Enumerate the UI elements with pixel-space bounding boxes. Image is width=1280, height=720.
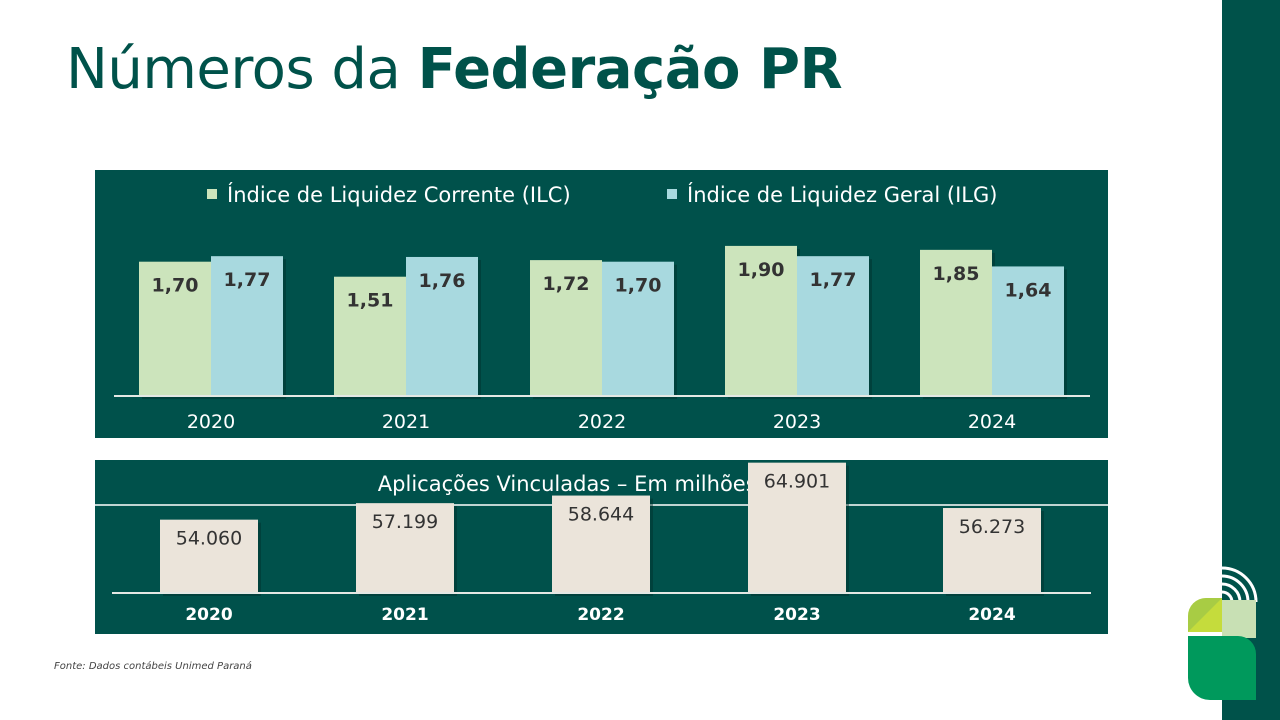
bar-ilg-2022 — [602, 261, 674, 396]
bar-ilg-2021 — [406, 256, 478, 396]
data-label-ilc-2020: 1,70 — [152, 275, 199, 297]
x-tick-label-2020: 2020 — [187, 411, 235, 433]
legend-label-ilc: Índice de Liquidez Corrente (ILC) — [227, 182, 571, 207]
unimed-logo-icon — [1188, 566, 1258, 700]
x-tick-label-2022: 2022 — [578, 411, 626, 433]
title-bold: Federação PR — [417, 37, 843, 102]
data-label-ilc-2023: 1,90 — [738, 259, 785, 281]
data-label-ilg-2020: 1,77 — [224, 269, 271, 291]
bar-ilc-2024 — [920, 249, 992, 396]
data-label-2023: 64.901 — [764, 471, 830, 493]
legend-label-ilg: Índice de Liquidez Geral (ILG) — [687, 182, 997, 207]
data-label-2020: 54.060 — [176, 528, 242, 550]
x-tick-label-2020: 2020 — [185, 605, 232, 625]
data-label-2024: 56.273 — [959, 516, 1025, 538]
data-label-ilg-2021: 1,76 — [419, 270, 466, 292]
bar-ilc-2020 — [139, 261, 211, 396]
data-label-ilg-2023: 1,77 — [810, 269, 857, 291]
legend-swatch-ilg — [667, 189, 677, 199]
bar-2021 — [356, 503, 454, 593]
data-label-ilc-2021: 1,51 — [347, 290, 394, 312]
x-tick-label-2023: 2023 — [773, 411, 821, 433]
bar-ilc-2023 — [725, 245, 797, 396]
legend-swatch-ilc — [207, 189, 217, 199]
bar-2022 — [552, 495, 650, 593]
x-tick-label-2021: 2021 — [382, 411, 430, 433]
bar-2024 — [943, 508, 1041, 593]
bar-ilg-2024 — [992, 266, 1064, 396]
bar-2020 — [160, 519, 258, 593]
x-tick-label-2023: 2023 — [773, 605, 820, 625]
bar-ilc-2022 — [530, 260, 602, 396]
x-tick-label-2022: 2022 — [577, 605, 624, 625]
data-label-2022: 58.644 — [568, 504, 634, 526]
bar-ilg-2023 — [797, 256, 869, 396]
x-tick-label-2024: 2024 — [968, 605, 1015, 625]
applications-chart: Aplicações Vinculadas – Em milhões de R$… — [95, 460, 1108, 634]
bar-ilg-2020 — [211, 256, 283, 396]
data-label-ilg-2024: 1,64 — [1005, 279, 1052, 301]
title-regular: Números da — [66, 37, 418, 102]
bar-ilc-2021 — [334, 276, 406, 396]
source-note: Fonte: Dados contábeis Unimed Paraná — [54, 661, 252, 672]
bar-2023 — [748, 462, 846, 593]
x-tick-label-2024: 2024 — [968, 411, 1016, 433]
applications-chart-svg: Aplicações Vinculadas – Em milhões de R$… — [95, 462, 1108, 625]
x-tick-label-2021: 2021 — [381, 605, 428, 625]
page-title: Números da Federação PR — [66, 36, 843, 103]
data-label-ilg-2022: 1,70 — [615, 275, 662, 297]
liquidity-chart: Índice de Liquidez Corrente (ILC) Índice … — [95, 170, 1108, 438]
liquidity-chart-svg: Índice de Liquidez Corrente (ILC) Índice … — [114, 182, 1090, 433]
data-label-ilc-2022: 1,72 — [543, 273, 590, 295]
data-label-2021: 57.199 — [372, 511, 438, 533]
data-label-ilc-2024: 1,85 — [933, 263, 980, 285]
